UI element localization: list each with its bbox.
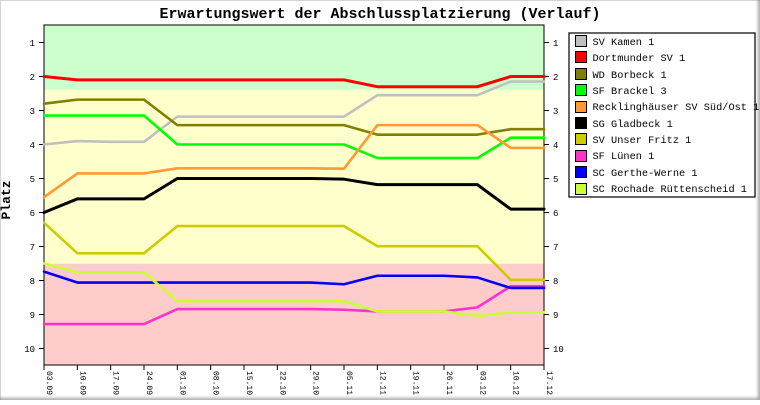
svg-text:Recklinghäuser SV Süd/Ost 1: Recklinghäuser SV Süd/Ost 1 bbox=[593, 102, 760, 114]
svg-text:6: 6 bbox=[553, 209, 558, 219]
svg-text:SV Kamen 1: SV Kamen 1 bbox=[593, 37, 655, 49]
svg-text:9: 9 bbox=[30, 311, 35, 321]
svg-text:03.12: 03.12 bbox=[477, 371, 486, 395]
svg-text:9: 9 bbox=[553, 311, 558, 321]
svg-text:24.09: 24.09 bbox=[144, 371, 153, 395]
svg-text:1: 1 bbox=[30, 39, 35, 49]
svg-text:03.09: 03.09 bbox=[44, 371, 53, 395]
svg-text:12.11: 12.11 bbox=[377, 371, 386, 395]
svg-text:SV Unser Fritz 1: SV Unser Fritz 1 bbox=[593, 135, 692, 147]
svg-text:WD Borbeck 1: WD Borbeck 1 bbox=[593, 70, 667, 82]
svg-text:08.10: 08.10 bbox=[211, 371, 220, 395]
svg-text:SC Gerthe-Werne 1: SC Gerthe-Werne 1 bbox=[593, 168, 698, 180]
svg-text:4: 4 bbox=[553, 141, 558, 151]
svg-text:SC Rochade Rüttenscheid 1: SC Rochade Rüttenscheid 1 bbox=[593, 184, 747, 196]
svg-text:15.10: 15.10 bbox=[244, 371, 253, 395]
svg-text:29.10: 29.10 bbox=[311, 371, 320, 395]
svg-text:3: 3 bbox=[30, 107, 35, 117]
svg-text:8: 8 bbox=[553, 277, 558, 287]
svg-text:2: 2 bbox=[30, 73, 35, 83]
svg-text:10: 10 bbox=[553, 345, 564, 355]
svg-text:SF Lünen 1: SF Lünen 1 bbox=[593, 151, 655, 163]
svg-text:1: 1 bbox=[553, 39, 558, 49]
svg-text:Platz: Platz bbox=[0, 180, 14, 219]
svg-text:Dortmunder SV 1: Dortmunder SV 1 bbox=[593, 53, 686, 65]
svg-text:10: 10 bbox=[24, 345, 35, 355]
svg-text:01.10: 01.10 bbox=[177, 371, 186, 395]
svg-text:SG Gladbeck 1: SG Gladbeck 1 bbox=[593, 119, 673, 131]
svg-text:05.11: 05.11 bbox=[344, 371, 353, 395]
svg-text:5: 5 bbox=[30, 175, 35, 185]
svg-text:8: 8 bbox=[30, 277, 35, 287]
svg-text:26.11: 26.11 bbox=[444, 371, 453, 395]
svg-text:7: 7 bbox=[30, 243, 35, 253]
svg-text:4: 4 bbox=[30, 141, 35, 151]
svg-text:2: 2 bbox=[553, 73, 558, 83]
svg-text:5: 5 bbox=[553, 175, 558, 185]
svg-text:7: 7 bbox=[553, 243, 558, 253]
svg-text:17.09: 17.09 bbox=[111, 371, 120, 395]
svg-text:6: 6 bbox=[30, 209, 35, 219]
svg-text:10.09: 10.09 bbox=[77, 371, 86, 395]
svg-text:10.12: 10.12 bbox=[511, 371, 520, 395]
svg-text:SF Brackel 3: SF Brackel 3 bbox=[593, 86, 667, 98]
svg-text:3: 3 bbox=[553, 107, 558, 117]
svg-text:19.11: 19.11 bbox=[411, 371, 420, 395]
svg-text:22.10: 22.10 bbox=[277, 371, 286, 395]
svg-text:17.12: 17.12 bbox=[544, 371, 553, 395]
